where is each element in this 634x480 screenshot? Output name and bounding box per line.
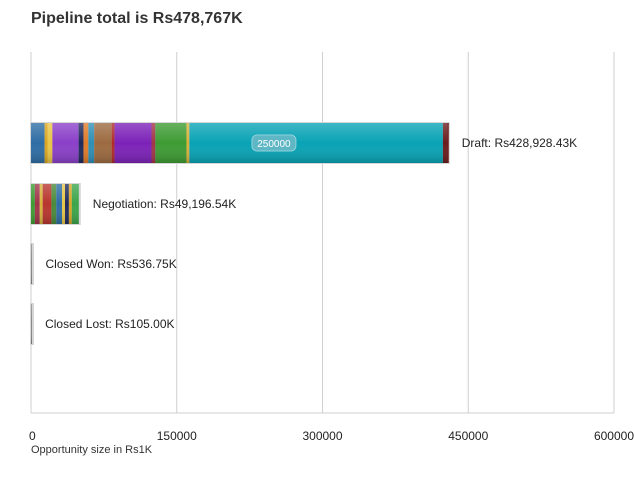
bar-value-label: Draft: Rs428,928.43K: [462, 136, 577, 150]
bar-shading: [31, 123, 448, 163]
chart-title: Pipeline total is Rs478,767K: [31, 10, 243, 27]
x-tick-label: 450000: [448, 429, 488, 443]
bar-shading: [31, 244, 32, 284]
x-tick-label: 0: [29, 429, 36, 443]
x-tick-label: 300000: [302, 429, 342, 443]
bar-value-label: Closed Lost: Rs105.00K: [45, 317, 174, 331]
tooltip-text: 250000: [257, 139, 291, 150]
x-tick-label: 150000: [157, 429, 197, 443]
bar-value-label: Closed Won: Rs536.75K: [46, 257, 177, 271]
bar-shading: [31, 304, 32, 344]
x-tick-label: 600000: [594, 429, 634, 443]
bar-shading: [31, 184, 79, 224]
tooltip-badge: [251, 134, 297, 152]
x-axis-label: Opportunity size in Rs1K: [31, 444, 153, 456]
bar-value-label: Negotiation: Rs49,196.54K: [93, 197, 236, 211]
